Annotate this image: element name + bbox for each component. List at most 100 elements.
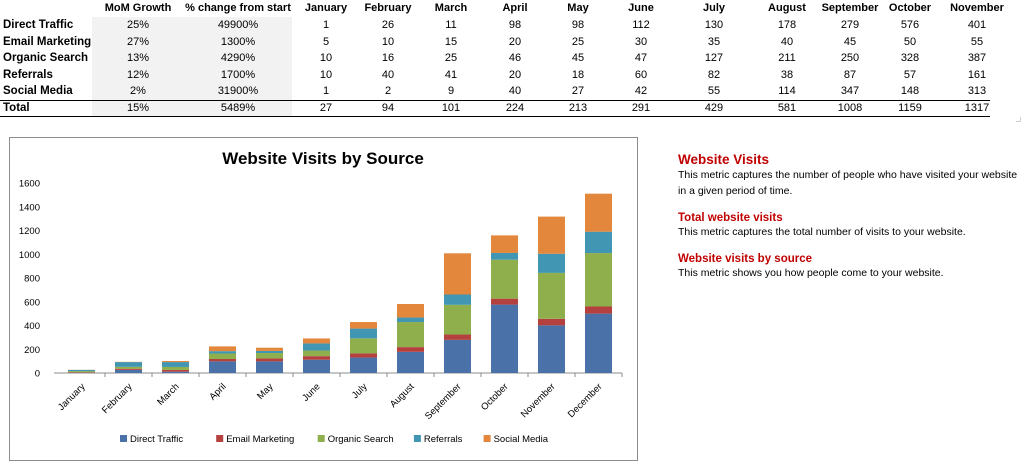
bar-segment — [444, 304, 471, 335]
bar-segment — [585, 193, 612, 232]
bar-segment — [209, 351, 236, 354]
table-cell: 11 — [445, 19, 457, 31]
header-march: March — [434, 2, 468, 14]
table-cell: 40 — [508, 85, 522, 97]
table-cell: 127 — [704, 52, 724, 64]
table-cell: 1317 — [964, 101, 990, 114]
bar-segment — [538, 253, 565, 273]
note-text-total-visits: This metric captures the total number of… — [678, 226, 966, 238]
bar-segment — [303, 338, 330, 344]
bar-segment — [444, 294, 471, 305]
bar-segment — [303, 356, 330, 360]
table-cell: 114 — [778, 85, 796, 97]
table-cell: 250 — [840, 52, 860, 64]
bar-segment — [68, 372, 95, 373]
table-cell: 45 — [571, 52, 585, 64]
table-cell: 5 — [322, 35, 330, 48]
table-cell: 313 — [967, 85, 987, 97]
x-tick-label: June — [300, 381, 322, 403]
bar-segment — [397, 351, 424, 373]
legend-swatch — [413, 435, 421, 442]
note-title-website-visits: Website Visits — [678, 152, 770, 167]
table-cell: 387 — [967, 52, 987, 64]
bar-segment — [68, 371, 95, 373]
bar-segment — [491, 252, 518, 260]
bar-segment — [350, 353, 377, 358]
table-cell: 401 — [967, 19, 987, 31]
chart-title: Website Visits by Source — [222, 149, 424, 168]
x-tick-label: February — [100, 381, 135, 416]
table-cell: 30 — [634, 35, 648, 48]
bar-segment — [256, 347, 283, 351]
table-cell: 328 — [900, 52, 920, 64]
table-cell: 18 — [571, 68, 585, 81]
table-cell: 49900% — [217, 19, 259, 31]
table-cell: 1300% — [220, 35, 256, 48]
bar-segment — [350, 328, 377, 339]
table-cell: 38 — [780, 68, 794, 81]
table-cell: 2% — [130, 85, 146, 97]
y-tick-label: 600 — [24, 297, 40, 308]
table-cell: 581 — [777, 101, 797, 114]
bar-segment — [491, 304, 518, 373]
table-cell: 27 — [319, 101, 333, 114]
cell-corner-marker — [1016, 117, 1021, 122]
legend-swatch — [483, 435, 491, 442]
bar-segment — [162, 362, 189, 367]
table-cell: 40 — [381, 68, 395, 81]
table-header-row: MoM Growth % change from start January F… — [0, 0, 1024, 17]
bar-segment — [538, 325, 565, 373]
table-cell: 347 — [840, 85, 860, 97]
header-august: August — [768, 2, 806, 14]
header-october: October — [888, 2, 932, 14]
notes-panel: Website Visits This metric captures the … — [678, 152, 1024, 281]
bar-segment — [585, 313, 612, 373]
table-cell: 25% — [126, 19, 150, 31]
bar-segment — [491, 259, 518, 299]
table-cell: 13% — [126, 52, 150, 64]
table-cell: 82 — [707, 68, 721, 81]
table-cell: 26 — [381, 19, 395, 31]
y-tick-label: 1600 — [19, 179, 40, 190]
bar-segment — [397, 347, 424, 352]
bar-segment — [585, 306, 612, 314]
table-cell: 15 — [444, 35, 458, 48]
table-cell: 20 — [508, 68, 522, 81]
bar-segment — [397, 317, 424, 323]
x-tick-label: November — [519, 381, 558, 420]
table-cell: 12% — [126, 68, 150, 81]
row-label: Total — [3, 101, 30, 114]
header-april: April — [502, 2, 528, 14]
note-title-visits-by-source: Website visits by source — [678, 253, 813, 265]
table-cell: 130 — [704, 19, 724, 31]
bar-segment — [538, 272, 565, 319]
x-tick-label: March — [155, 381, 181, 407]
table-cell: 148 — [900, 85, 920, 97]
table-cell: 50 — [903, 35, 917, 48]
bar-segment — [303, 359, 330, 373]
table-cell: 279 — [840, 19, 860, 31]
note-text-website-visits: This metric captures the number of peopl… — [678, 169, 1018, 197]
x-tick-label: September — [423, 381, 464, 422]
legend-label: Direct Traffic — [130, 434, 183, 445]
stacked-bar-chart: Website Visits by Source 0 200 400 600 800 100… — [19, 149, 623, 445]
bar-segment — [585, 253, 612, 307]
chart-area[interactable]: Website Visits by Source 0 200 400 600 800 100… — [9, 137, 638, 461]
table-cell: 35 — [707, 35, 721, 48]
table-cell: 27 — [571, 85, 585, 97]
x-tick-label: April — [207, 381, 228, 402]
table-cell: 213 — [568, 101, 588, 114]
legend-label: Referrals — [424, 434, 463, 445]
y-tick-label: 0 — [35, 369, 40, 380]
bar-segment — [115, 366, 142, 369]
table-cell: 1 — [322, 19, 330, 31]
x-tick-label: August — [388, 381, 417, 410]
table-cell: 224 — [505, 101, 525, 114]
table-cell: 4290% — [220, 52, 256, 64]
table-row: Social Media 2% 31900% 1 2 9 40 27 42 55 114 347 148… — [0, 83, 1024, 100]
bar-segment — [397, 304, 424, 318]
table-cell: 1008 — [837, 101, 863, 114]
bar-segment — [209, 361, 236, 373]
table-cell: 47 — [634, 52, 648, 64]
table-cell: 211 — [778, 52, 796, 64]
